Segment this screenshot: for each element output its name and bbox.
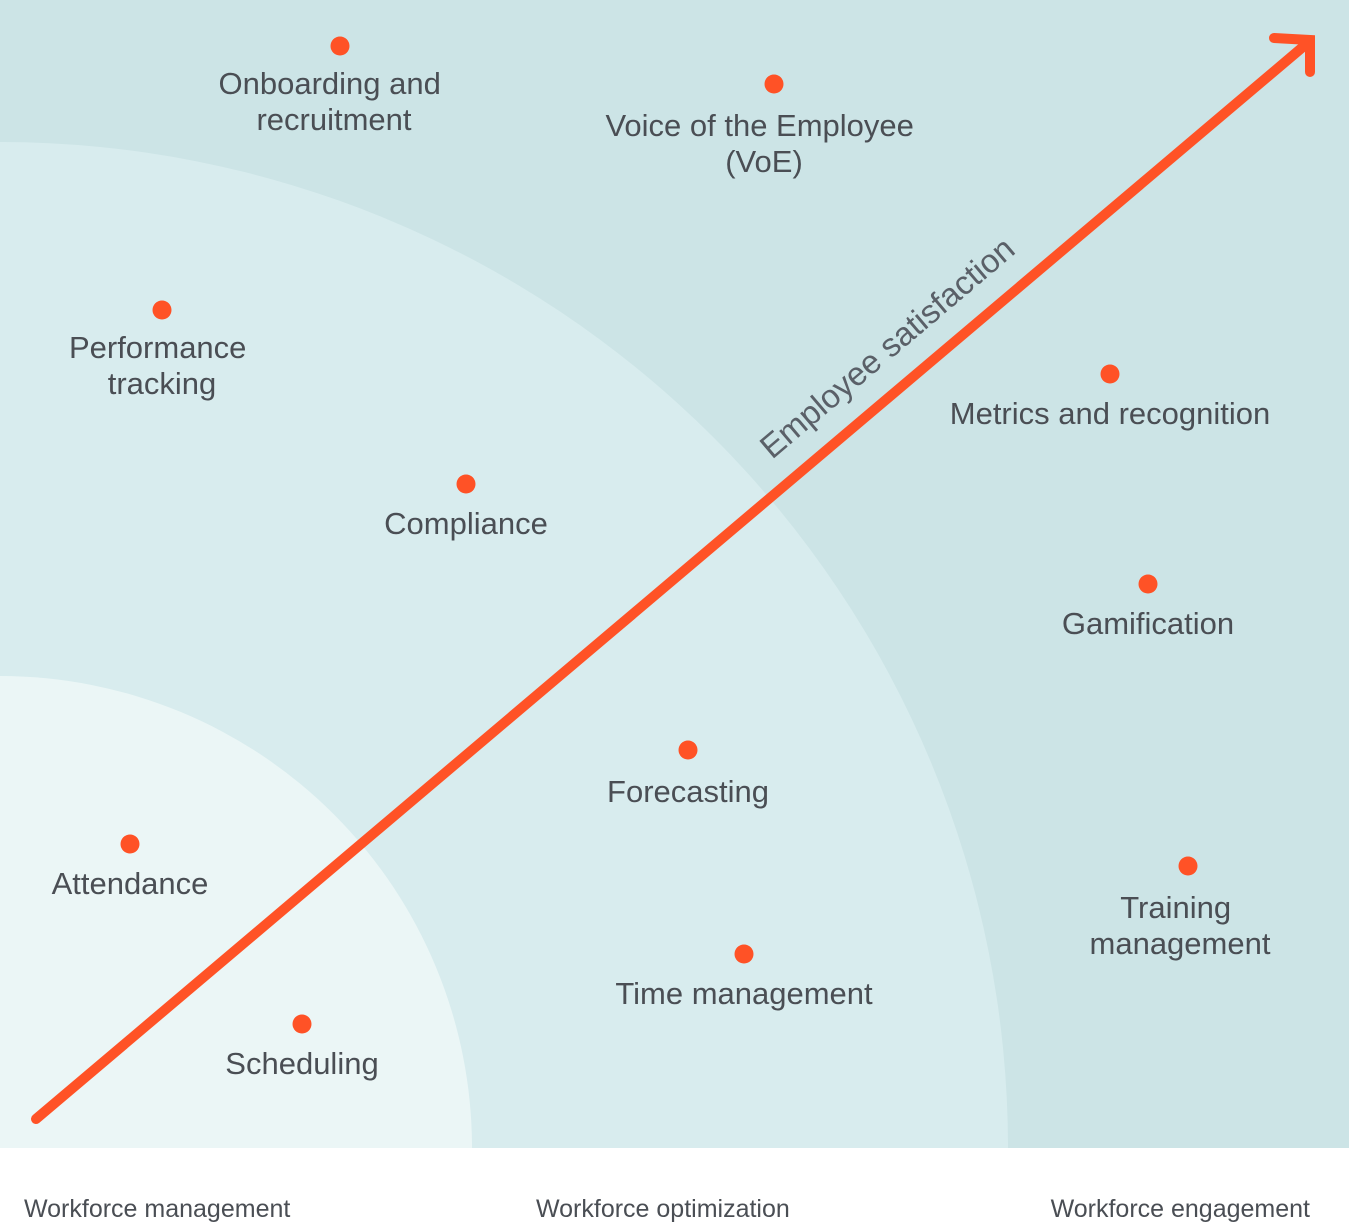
point-label: Training management: [1090, 890, 1271, 961]
arrow-shaft: [31, 41, 1309, 1124]
satisfaction-arrow: [31, 33, 1315, 1124]
point-training: Training management: [1090, 856, 1271, 961]
point-marker: [152, 300, 172, 320]
point-marker: [1178, 856, 1198, 876]
point-label: Scheduling: [225, 1046, 378, 1081]
point-label: Forecasting: [607, 774, 769, 809]
point-label: Compliance: [384, 506, 548, 541]
point-performance: Performance tracking: [69, 300, 255, 401]
point-marker: [292, 1014, 312, 1034]
point-marker: [678, 740, 698, 760]
point-marker: [456, 474, 476, 494]
category-label-optimization: Workforce optimization: [536, 1195, 790, 1223]
point-voe: Voice of the Employee (VoE): [605, 74, 922, 179]
point-gamification: Gamification: [1062, 574, 1234, 641]
point-label: Time management: [615, 976, 873, 1011]
point-marker: [120, 834, 140, 854]
point-forecasting: Forecasting: [607, 740, 769, 809]
point-metrics: Metrics and recognition: [950, 364, 1271, 431]
point-label: Attendance: [52, 866, 209, 901]
point-onboarding: Onboarding and recruitment: [219, 36, 450, 137]
point-marker: [1138, 574, 1158, 594]
point-marker: [1100, 364, 1120, 384]
category-label-engagement: Workforce engagement: [1051, 1195, 1310, 1223]
point-label: Voice of the Employee (VoE): [605, 108, 922, 179]
point-attendance: Attendance: [52, 834, 209, 901]
point-label: Performance tracking: [69, 330, 255, 401]
arrow-head-icon: [1269, 33, 1315, 77]
point-marker: [764, 74, 784, 94]
point-compliance: Compliance: [384, 474, 548, 541]
point-label: Gamification: [1062, 606, 1234, 641]
point-time-management: Time management: [615, 944, 873, 1011]
point-label: Metrics and recognition: [950, 396, 1271, 431]
point-scheduling: Scheduling: [225, 1014, 379, 1081]
point-marker: [734, 944, 754, 964]
point-label: Onboarding and recruitment: [219, 66, 450, 137]
category-label-management: Workforce management: [24, 1195, 290, 1223]
point-marker: [330, 36, 350, 56]
management-zone: [0, 676, 472, 1148]
